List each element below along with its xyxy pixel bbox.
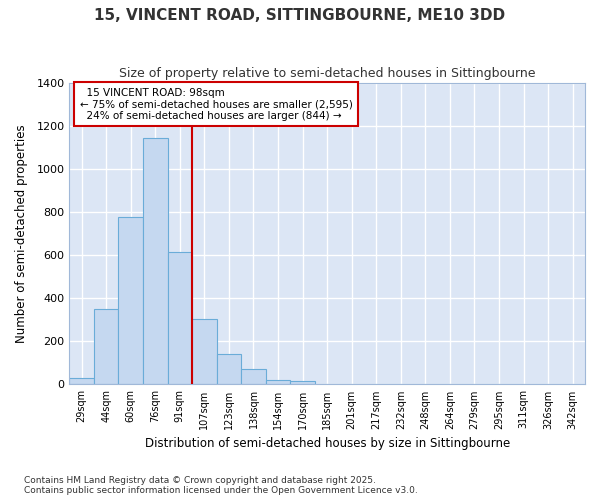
Title: Size of property relative to semi-detached houses in Sittingbourne: Size of property relative to semi-detach… — [119, 68, 535, 80]
Bar — [241, 370, 266, 384]
Text: 15, VINCENT ROAD, SITTINGBOURNE, ME10 3DD: 15, VINCENT ROAD, SITTINGBOURNE, ME10 3D… — [94, 8, 506, 22]
Bar — [290, 381, 315, 384]
Bar — [266, 380, 290, 384]
Bar — [192, 319, 217, 384]
Bar — [167, 252, 192, 384]
Text: 15 VINCENT ROAD: 98sqm
← 75% of semi-detached houses are smaller (2,595)
  24% o: 15 VINCENT ROAD: 98sqm ← 75% of semi-det… — [80, 88, 353, 121]
Bar — [94, 309, 118, 384]
Text: Contains HM Land Registry data © Crown copyright and database right 2025.
Contai: Contains HM Land Registry data © Crown c… — [24, 476, 418, 495]
Bar — [217, 354, 241, 384]
Bar — [70, 378, 94, 384]
X-axis label: Distribution of semi-detached houses by size in Sittingbourne: Distribution of semi-detached houses by … — [145, 437, 510, 450]
Y-axis label: Number of semi-detached properties: Number of semi-detached properties — [15, 124, 28, 343]
Bar — [143, 138, 167, 384]
Bar — [118, 216, 143, 384]
